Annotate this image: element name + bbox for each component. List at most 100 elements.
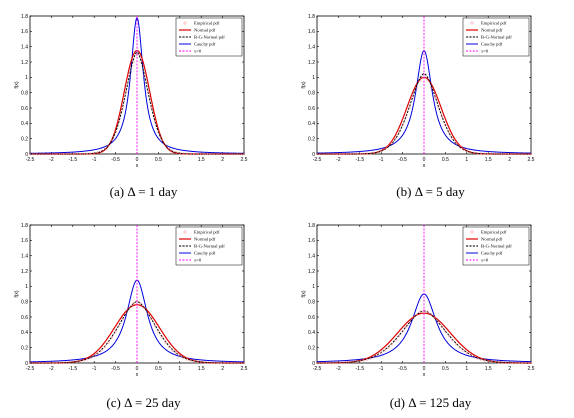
y-tick-label: 1.6 [308,238,315,244]
empirical-point [235,361,238,365]
empirical-point [323,152,326,156]
empirical-point [387,346,390,349]
y-tick-label: 0.2 [308,136,315,142]
y-tick-label: 0.4 [21,121,28,127]
x-tick-label: -2.5 [26,366,35,372]
y-tick-label: 1.4 [308,44,315,50]
x-tick-label: 2 [508,157,511,163]
empirical-point [405,115,408,118]
empirical-point [362,359,365,362]
empirical-point [412,96,415,99]
empirical-point [221,152,224,156]
empirical-point [32,152,35,156]
empirical-point [462,147,465,151]
y-tick-label: 0.6 [308,315,315,321]
empirical-point [355,360,358,363]
empirical-point [128,74,131,77]
panel-c: -2.5 -2 -1.5 -1 -0.5 0 0.5 1 1.5 2 2.5 0 0.2 0.4 0.6 0.… [0,209,287,418]
empirical-point [501,152,504,156]
legend-label: Normal pdf [481,28,503,33]
x-tick-label: -2.5 [26,157,35,163]
legend-label: B-G-Normal pdf [481,35,512,40]
y-tick-label: 0.8 [21,299,28,305]
x-tick-label: 1 [178,157,181,163]
x-tick-label: -1 [379,366,384,372]
y-tick-label: 1 [25,75,28,81]
empirical-point [337,152,340,156]
empirical-point [447,131,451,134]
empirical-point [118,120,121,123]
empirical-point [372,355,376,359]
legend-label: Empirical pdf [481,21,507,26]
empirical-point [75,360,78,363]
empirical-point [103,345,106,348]
y-tick-label: 1.6 [21,29,28,35]
y-tick-label: 1 [312,284,315,290]
y-tick-label: 0 [312,152,315,158]
empirical-point [132,60,135,63]
legend-swatch-empirical [183,230,187,234]
x-tick-label: 2 [221,157,224,163]
empirical-point [333,361,336,364]
y-axis-label: f(x) [301,290,307,298]
empirical-point [401,124,404,127]
empirical-point [78,152,82,156]
empirical-point [444,124,447,127]
x-tick-label: -0.5 [111,157,120,163]
empirical-point [458,346,461,349]
y-tick-label: 0.2 [21,136,28,142]
empirical-point [437,321,440,324]
empirical-point [497,152,500,156]
empirical-point [504,152,508,156]
empirical-point [143,74,146,77]
empirical-point [487,152,490,155]
empirical-point [515,152,518,156]
y-tick-label: 1.2 [21,60,28,66]
empirical-point [153,324,156,327]
x-tick-label: -2.5 [313,157,322,163]
bg-normal-pdf-line [317,72,531,155]
y-tick-label: 1.2 [308,269,315,275]
empirical-point [479,358,483,361]
empirical-point [235,152,238,156]
empirical-point [522,152,525,156]
empirical-point [344,361,347,364]
empirical-point [60,152,64,156]
x-tick-label: -2 [336,366,341,372]
empirical-point [178,152,181,155]
empirical-point [82,152,85,156]
empirical-point [504,361,508,364]
x-tick-label: 2 [221,366,224,372]
x-tick-label: 0.5 [155,366,162,372]
empirical-point [390,141,393,145]
y-tick-label: 0 [25,361,28,367]
empirical-point [472,151,476,154]
empirical-point [512,361,515,364]
y-tick-label: 0 [312,361,315,367]
legend-label: Normal pdf [194,237,216,242]
empirical-point [323,361,326,365]
x-tick-label: 1 [465,366,468,372]
empirical-point [326,152,329,156]
empirical-point [408,321,411,324]
y-tick-label: 1 [312,75,315,81]
empirical-point [394,339,397,342]
legend-label: Normal pdf [194,28,216,33]
y-tick-label: 0.8 [21,90,28,96]
empirical-point [469,354,472,357]
empirical-point [36,361,39,365]
empirical-point [476,357,479,360]
chart-b: -2.5 -2 -1.5 -1 -0.5 0 0.5 1 1.5 2 2.5 0 0.2 0.4 0.6 0.… [301,14,535,169]
empirical-point [462,349,465,352]
empirical-point [451,137,454,140]
empirical-point [319,152,322,156]
empirical-point [483,152,486,155]
empirical-point [46,361,49,365]
empirical-point [168,148,171,151]
empirical-point [225,361,228,365]
empirical-point [225,152,228,156]
empirical-point [71,361,74,364]
legend-label: Normal pdf [481,237,503,242]
empirical-point [185,358,189,361]
empirical-point [401,330,404,333]
